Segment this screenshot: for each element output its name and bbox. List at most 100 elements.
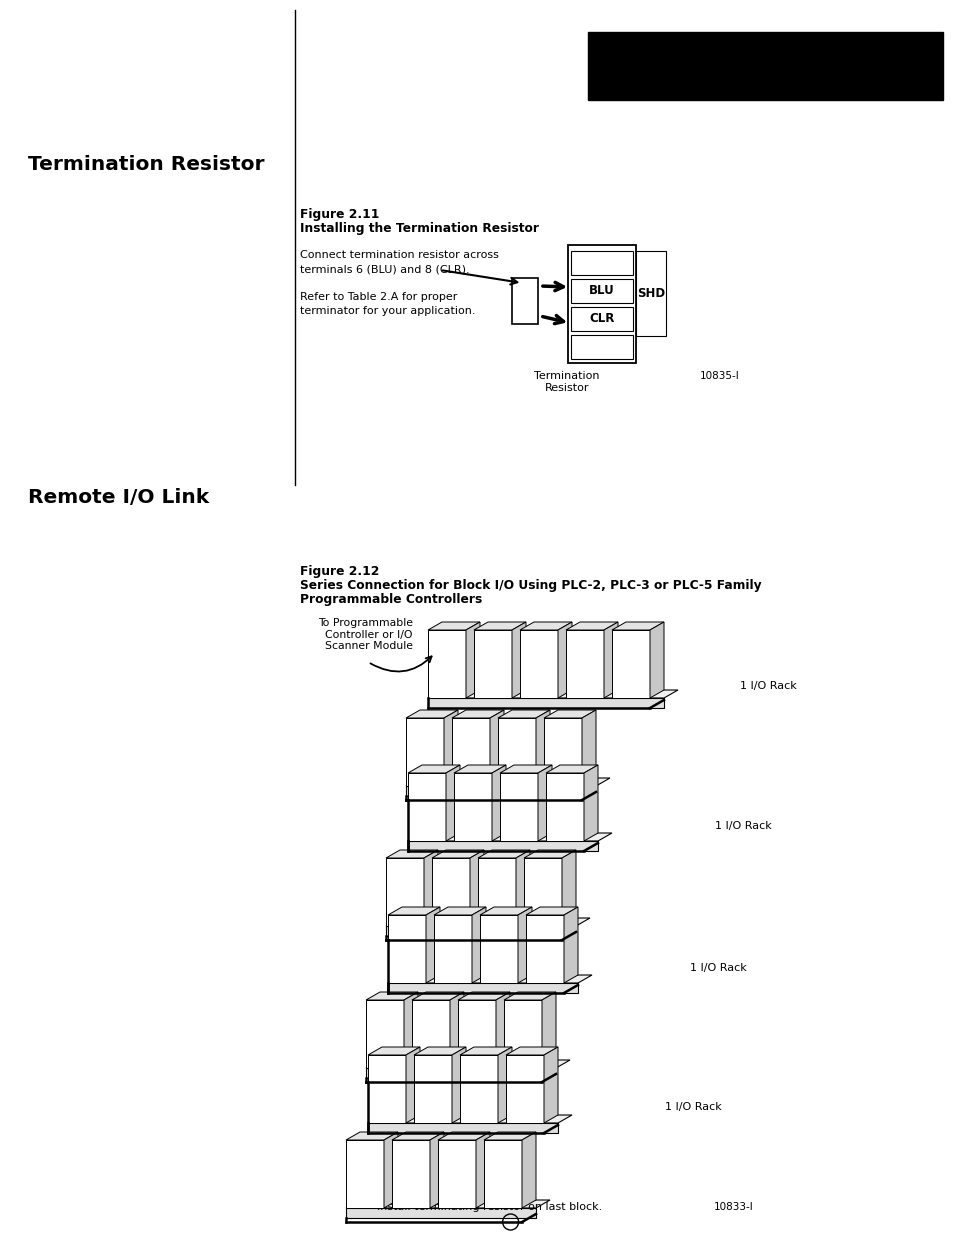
Polygon shape	[368, 1123, 558, 1132]
Text: Termination
Resistor: Termination Resistor	[534, 370, 599, 393]
Polygon shape	[543, 710, 596, 718]
Text: Connect termination resistor across: Connect termination resistor across	[299, 249, 498, 261]
Polygon shape	[525, 906, 578, 915]
Polygon shape	[428, 622, 479, 630]
Polygon shape	[497, 1047, 512, 1123]
Polygon shape	[366, 1060, 569, 1068]
Text: Termination Resistor: Termination Resistor	[28, 156, 264, 174]
Polygon shape	[503, 992, 556, 1000]
Polygon shape	[499, 764, 552, 773]
Polygon shape	[346, 1140, 384, 1208]
Polygon shape	[474, 622, 525, 630]
Polygon shape	[561, 850, 576, 926]
Polygon shape	[583, 764, 598, 841]
Polygon shape	[366, 1000, 403, 1068]
Polygon shape	[505, 1047, 558, 1055]
Polygon shape	[414, 1047, 465, 1055]
Polygon shape	[366, 1068, 556, 1078]
Polygon shape	[437, 1132, 490, 1140]
Polygon shape	[490, 710, 503, 785]
Polygon shape	[386, 858, 423, 926]
Polygon shape	[477, 850, 530, 858]
Text: Series Connection for Block I/O Using PLC-2, PLC-3 or PLC-5 Family: Series Connection for Block I/O Using PL…	[299, 579, 760, 592]
Polygon shape	[503, 1000, 541, 1068]
Polygon shape	[512, 622, 525, 698]
Text: Chapter 2: Chapter 2	[598, 49, 675, 64]
Polygon shape	[537, 764, 552, 841]
Text: 1 I/O Rack: 1 I/O Rack	[689, 963, 746, 973]
Polygon shape	[452, 1047, 465, 1123]
Text: 1 I/O Rack: 1 I/O Rack	[664, 1102, 721, 1112]
Polygon shape	[386, 918, 589, 926]
Polygon shape	[412, 1000, 450, 1068]
Polygon shape	[457, 1000, 496, 1068]
Text: 1 I/O Rack: 1 I/O Rack	[714, 821, 771, 831]
Polygon shape	[472, 906, 485, 983]
Polygon shape	[521, 1132, 536, 1208]
Polygon shape	[558, 622, 572, 698]
Polygon shape	[368, 1055, 406, 1123]
Polygon shape	[452, 710, 503, 718]
Polygon shape	[454, 764, 505, 773]
Polygon shape	[437, 1140, 476, 1208]
Polygon shape	[388, 906, 439, 915]
Polygon shape	[492, 764, 505, 841]
Polygon shape	[649, 622, 663, 698]
Polygon shape	[519, 622, 572, 630]
Polygon shape	[612, 630, 649, 698]
Text: SHD: SHD	[637, 287, 664, 300]
Polygon shape	[517, 906, 532, 983]
Polygon shape	[426, 906, 439, 983]
Polygon shape	[366, 992, 417, 1000]
Text: To Programmable
  Controller or I/O
  Scanner Module: To Programmable Controller or I/O Scanne…	[317, 618, 413, 651]
Polygon shape	[388, 974, 592, 983]
Polygon shape	[430, 1132, 443, 1208]
Polygon shape	[581, 710, 596, 785]
Bar	[571, 308, 633, 331]
Polygon shape	[541, 992, 556, 1068]
Polygon shape	[428, 698, 663, 708]
Polygon shape	[428, 690, 678, 698]
Polygon shape	[443, 710, 457, 785]
Polygon shape	[523, 850, 576, 858]
Polygon shape	[477, 858, 516, 926]
Polygon shape	[346, 1208, 536, 1218]
Polygon shape	[497, 718, 536, 785]
Polygon shape	[505, 1055, 543, 1123]
Polygon shape	[403, 992, 417, 1068]
Bar	[587, 32, 942, 100]
Polygon shape	[476, 1132, 490, 1208]
Text: Remote I/O Link: Remote I/O Link	[28, 488, 209, 508]
Polygon shape	[406, 1047, 419, 1123]
Polygon shape	[479, 915, 517, 983]
Text: 10835-I: 10835-I	[700, 370, 739, 382]
Text: Figure 2.12: Figure 2.12	[299, 564, 379, 578]
Polygon shape	[452, 718, 490, 785]
Polygon shape	[499, 773, 537, 841]
Polygon shape	[434, 906, 485, 915]
Polygon shape	[523, 858, 561, 926]
Polygon shape	[470, 850, 483, 926]
Polygon shape	[454, 773, 492, 841]
Polygon shape	[483, 1132, 536, 1140]
Polygon shape	[408, 773, 446, 841]
Polygon shape	[465, 622, 479, 698]
Polygon shape	[406, 718, 443, 785]
Polygon shape	[483, 1140, 521, 1208]
Polygon shape	[388, 915, 426, 983]
Polygon shape	[516, 850, 530, 926]
Bar	[571, 251, 633, 275]
Polygon shape	[497, 710, 550, 718]
Polygon shape	[346, 1132, 397, 1140]
Polygon shape	[346, 1200, 550, 1208]
Polygon shape	[368, 1115, 572, 1123]
Polygon shape	[414, 1055, 452, 1123]
Polygon shape	[392, 1140, 430, 1208]
Text: Programmable Controllers: Programmable Controllers	[299, 593, 482, 606]
Polygon shape	[612, 622, 663, 630]
Polygon shape	[496, 992, 510, 1068]
Polygon shape	[386, 926, 576, 936]
Polygon shape	[408, 841, 598, 851]
Polygon shape	[459, 1047, 512, 1055]
Polygon shape	[459, 1055, 497, 1123]
